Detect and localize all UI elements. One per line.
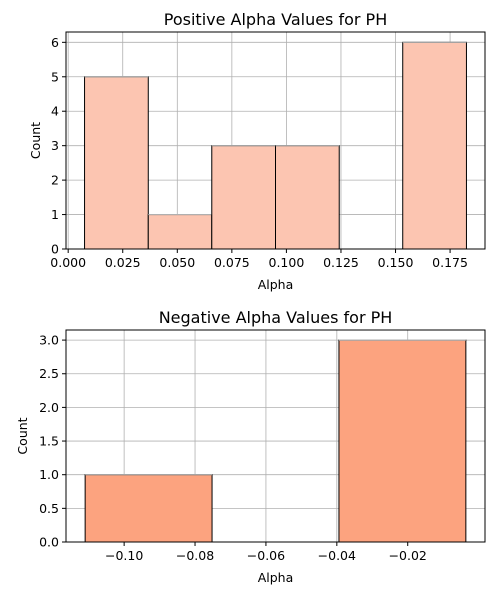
chart-title: Negative Alpha Values for PH <box>159 308 393 327</box>
x-tick-label: −0.04 <box>318 548 356 563</box>
y-tick-label: 0 <box>51 242 59 257</box>
x-tick-label: −0.08 <box>176 548 214 563</box>
y-tick-label: 2 <box>51 173 59 188</box>
y-tick-label: 1.0 <box>39 467 59 482</box>
histogram-bar <box>275 145 340 250</box>
histogram-bar <box>402 41 467 250</box>
y-tick-label: 3.0 <box>39 333 59 348</box>
y-tick-label: 0.5 <box>39 501 59 516</box>
x-tick-label: 0.075 <box>214 255 250 270</box>
y-tick-label: 6 <box>51 35 59 50</box>
x-axis-label: Alpha <box>258 277 294 292</box>
x-tick-label: 0.125 <box>323 255 359 270</box>
histogram-bar <box>147 214 213 250</box>
y-tick-label: 0.0 <box>39 535 59 550</box>
axes-frame <box>65 31 486 250</box>
bottom-panel: −0.10 −0.08 −0.06 −0.04 −0.02 0.0 0.5 1.0 1.5 2.0… <box>15 308 486 585</box>
x-tick-label: 0.025 <box>105 255 141 270</box>
y-tick-label: 2.0 <box>39 400 59 415</box>
top-panel: 0.000 0.025 0.050 0.075 0.100 0.125 0.150 0.175… <box>28 10 486 292</box>
x-tick-label: 0.175 <box>432 255 468 270</box>
y-tick-label: 1.5 <box>39 434 59 449</box>
y-tick-label: 4 <box>51 104 59 119</box>
x-tick-label: −0.10 <box>105 548 143 563</box>
x-tick-label: −0.06 <box>247 548 285 563</box>
histogram-bar <box>84 474 213 543</box>
x-tick-label: 0.100 <box>269 255 305 270</box>
chart-title: Positive Alpha Values for PH <box>164 10 387 29</box>
histogram-bar <box>211 145 276 250</box>
x-tick-label: 0.050 <box>159 255 195 270</box>
axes-frame <box>65 329 486 543</box>
y-tick-label: 1 <box>51 207 59 222</box>
histogram-bar <box>338 339 467 543</box>
x-axis-label: Alpha <box>258 570 294 585</box>
y-tick-label: 3 <box>51 138 59 153</box>
y-tick-label: 5 <box>51 69 59 84</box>
x-tick-label: 0.000 <box>50 255 86 270</box>
histogram-bar <box>84 76 149 250</box>
y-axis-label: Count <box>15 417 30 454</box>
x-tick-label: 0.150 <box>378 255 414 270</box>
x-tick-label: −0.02 <box>389 548 427 563</box>
y-axis-label: Count <box>28 122 43 159</box>
y-tick-label: 2.5 <box>39 366 59 381</box>
